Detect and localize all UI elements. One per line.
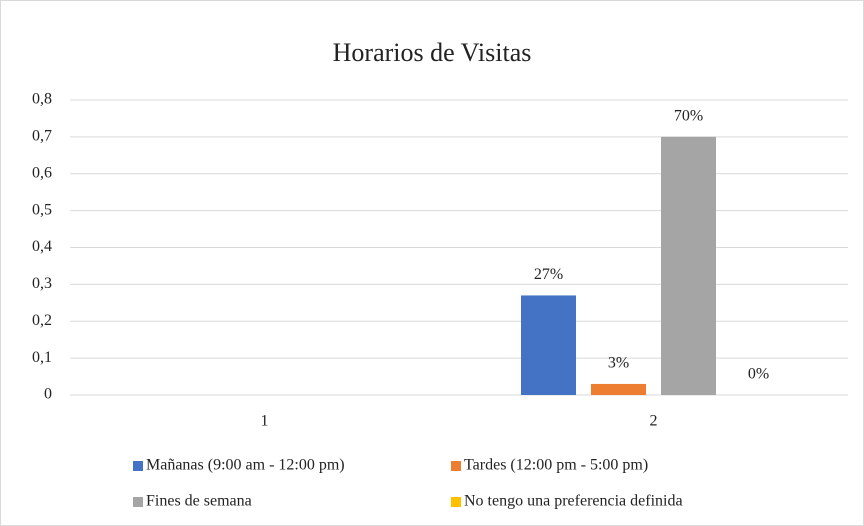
y-tick-label: 0,1 <box>32 349 52 366</box>
legend-label: Fines de semana <box>146 493 252 510</box>
bar <box>661 136 716 395</box>
y-tick-label: 0,3 <box>32 275 52 292</box>
y-tick-label: 0,2 <box>32 312 52 329</box>
legend-label: Tardes (12:00 pm - 5:00 pm) <box>464 457 648 474</box>
legend-swatch <box>451 497 461 507</box>
x-tick-label: 2 <box>650 413 658 430</box>
chart-title: Horarios de Visitas <box>333 38 532 67</box>
y-tick-label: 0,5 <box>32 201 52 218</box>
legend-swatch <box>451 461 461 471</box>
data-label: 70% <box>674 108 703 125</box>
y-tick-label: 0 <box>44 386 52 403</box>
y-tick-label: 0,4 <box>32 238 52 255</box>
y-tick-label: 0,6 <box>32 164 52 181</box>
legend-label: Mañanas (9:00 am - 12:00 pm) <box>146 457 345 474</box>
bar <box>521 295 576 395</box>
bar <box>591 383 646 395</box>
data-label: 3% <box>608 355 629 372</box>
y-tick-label: 0,8 <box>32 91 52 108</box>
legend-label: No tengo una preferencia definida <box>464 493 683 510</box>
legend-swatch <box>133 461 143 471</box>
x-tick-label: 1 <box>261 413 269 430</box>
legend-swatch <box>133 497 143 507</box>
data-label: 0% <box>748 366 769 383</box>
y-tick-label: 0,7 <box>32 128 52 145</box>
data-label: 27% <box>534 266 563 283</box>
